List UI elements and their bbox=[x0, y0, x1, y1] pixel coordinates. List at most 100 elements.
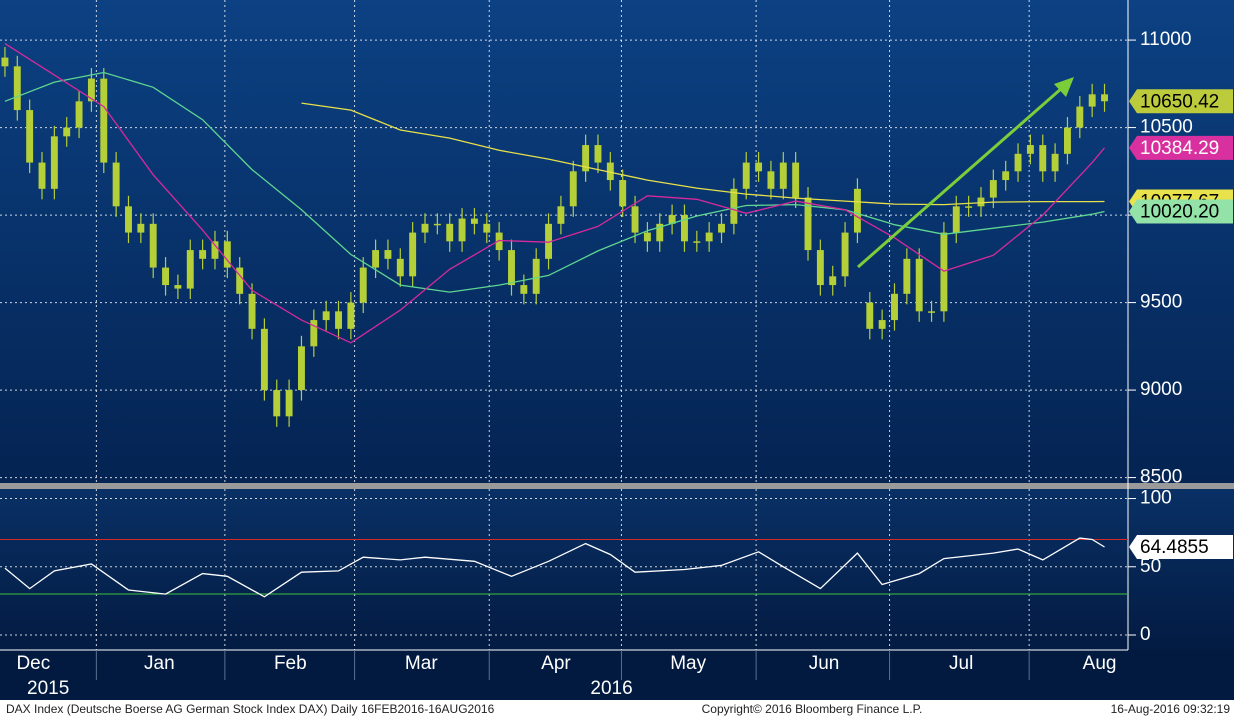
candle-body bbox=[582, 145, 590, 172]
candle-body bbox=[557, 206, 565, 224]
candle-body bbox=[569, 171, 577, 207]
x-tick-label: Jul bbox=[949, 653, 973, 674]
candle-body bbox=[38, 162, 46, 189]
candle-body bbox=[1088, 94, 1096, 107]
candle-body bbox=[384, 250, 392, 259]
candle-body bbox=[619, 180, 627, 207]
candle-body bbox=[310, 320, 318, 347]
candle-body bbox=[532, 258, 540, 294]
candle-body bbox=[75, 101, 83, 128]
candle-body bbox=[779, 162, 787, 189]
candle-body bbox=[359, 267, 367, 303]
candle-body bbox=[297, 346, 305, 391]
y-tick-label: 100 bbox=[1140, 488, 1172, 509]
candle-body bbox=[829, 276, 837, 286]
last-value-box bbox=[1129, 135, 1233, 160]
footer-right: 16-Aug-2016 09:32:19 bbox=[1111, 702, 1231, 716]
series-line bbox=[4, 43, 1105, 344]
x-tick-label: May bbox=[670, 653, 706, 674]
candle-body bbox=[508, 250, 515, 286]
candle-body bbox=[186, 250, 194, 289]
candle-body bbox=[87, 78, 95, 102]
candle-body bbox=[446, 223, 454, 242]
candle-body bbox=[347, 302, 355, 329]
candle-body bbox=[903, 258, 911, 294]
candle-body bbox=[433, 223, 441, 226]
candle-body bbox=[742, 162, 750, 189]
candle-body bbox=[1076, 106, 1084, 128]
candle-body bbox=[681, 215, 688, 242]
candle-body bbox=[100, 78, 108, 163]
candle-body bbox=[149, 223, 157, 268]
candle-body bbox=[643, 232, 651, 242]
candle-body bbox=[421, 223, 429, 233]
candle-body bbox=[915, 258, 923, 312]
series-line bbox=[4, 71, 1105, 293]
candle-body bbox=[1014, 153, 1022, 172]
footer-bar bbox=[0, 700, 1234, 719]
footer-center: Copyright© 2016 Bloomberg Finance L.P. bbox=[702, 702, 923, 716]
candle-body bbox=[112, 162, 120, 207]
last-value-label: 64.4855 bbox=[1140, 537, 1209, 558]
candle-body bbox=[1002, 171, 1010, 181]
last-value-label: 10384.29 bbox=[1140, 138, 1219, 159]
panel-divider bbox=[0, 483, 1234, 489]
x-tick-label: Mar bbox=[405, 653, 438, 674]
candle-body bbox=[236, 267, 244, 294]
candle-body bbox=[26, 110, 34, 163]
last-value-box bbox=[1129, 199, 1233, 224]
y-tick-label: 8500 bbox=[1140, 467, 1182, 488]
candle-body bbox=[273, 390, 281, 417]
candle-body bbox=[211, 241, 219, 259]
candle-body bbox=[458, 218, 466, 242]
candle-body bbox=[248, 293, 256, 329]
candle-body bbox=[13, 66, 21, 111]
candle-body bbox=[520, 285, 528, 294]
candle-body bbox=[718, 223, 725, 233]
candle-body bbox=[1026, 145, 1034, 154]
candle-body bbox=[977, 197, 985, 207]
candle-body bbox=[470, 218, 478, 224]
candle-body bbox=[260, 328, 268, 391]
x-tick-label: Aug bbox=[1083, 653, 1117, 674]
candle-body bbox=[396, 258, 404, 277]
y-tick-label: 0 bbox=[1140, 624, 1151, 645]
candle-body bbox=[631, 206, 639, 233]
candle-body bbox=[162, 267, 170, 286]
candle-body bbox=[1064, 127, 1071, 154]
candle-body bbox=[409, 232, 417, 277]
candle-body bbox=[656, 223, 664, 242]
candle-body bbox=[372, 250, 380, 268]
candle-body bbox=[137, 223, 145, 233]
candle-body bbox=[928, 311, 936, 313]
last-value-label: 10020.20 bbox=[1140, 202, 1219, 223]
candle-body bbox=[841, 232, 849, 277]
x-tick-label: Feb bbox=[274, 653, 307, 674]
candle-body bbox=[495, 232, 503, 251]
candle-body bbox=[804, 197, 812, 251]
series-line bbox=[4, 537, 1105, 598]
candle-body bbox=[693, 241, 701, 243]
candle-body bbox=[891, 293, 898, 321]
candle-body bbox=[335, 311, 342, 329]
candle-body bbox=[545, 223, 553, 259]
candle-body bbox=[125, 206, 132, 233]
candle-body bbox=[965, 206, 973, 208]
candle-body bbox=[853, 188, 861, 233]
x-axis-area bbox=[0, 650, 1234, 700]
y-tick-label: 9500 bbox=[1140, 292, 1182, 313]
x-tick-label: Dec bbox=[16, 653, 50, 674]
candle-body bbox=[1039, 145, 1047, 172]
candle-body bbox=[730, 188, 738, 224]
candle-body bbox=[322, 311, 330, 321]
year-label: 2016 bbox=[590, 678, 632, 699]
candle-body bbox=[1, 57, 9, 67]
series-line bbox=[301, 102, 1105, 206]
trend-arrow bbox=[857, 77, 1074, 269]
last-value-box bbox=[1129, 89, 1233, 114]
x-tick-label: Jun bbox=[809, 653, 840, 674]
candle-body bbox=[483, 223, 491, 233]
y-tick-label: 11000 bbox=[1140, 29, 1191, 50]
candle-body bbox=[866, 302, 874, 329]
